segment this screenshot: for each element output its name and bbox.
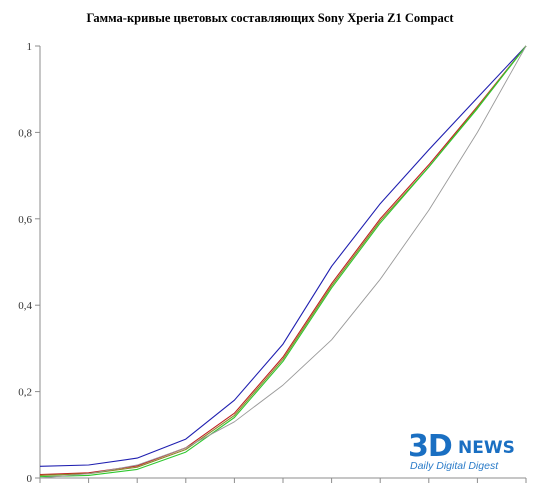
series-line-2 (39, 45, 527, 476)
series-line-3 (39, 45, 527, 476)
y-tick-label: 0,2 (18, 387, 32, 399)
y-tick-label: 0,6 (18, 214, 32, 226)
y-tick-label: 1 (27, 41, 33, 53)
y-tick-label: 0 (27, 473, 33, 485)
series-line-4 (39, 45, 527, 478)
y-tick-label: 0,4 (18, 300, 32, 312)
y-tick-label: 0,8 (18, 127, 32, 139)
series-group (39, 45, 527, 479)
chart-title: Гамма-кривые цветовых составляющих Sony … (87, 11, 455, 25)
watermark-logo: 3D NEWS Daily Digital Digest (408, 429, 530, 473)
watermark-3d: 3D (408, 429, 453, 464)
series-line-1 (39, 45, 527, 467)
series-line-5 (39, 45, 527, 479)
axes: 0 0,2 0,4 0,6 0,8 1 (18, 41, 527, 485)
watermark-subtitle: Daily Digital Digest (410, 460, 499, 472)
watermark-news: NEWS (458, 438, 515, 458)
